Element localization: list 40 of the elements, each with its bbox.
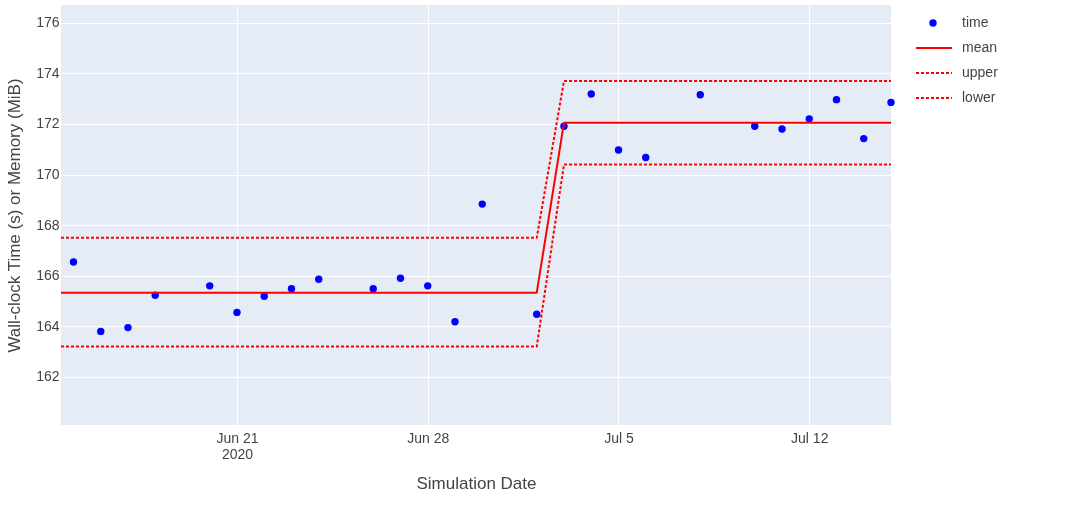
y-tick-label: 170 (36, 166, 60, 183)
point (887, 98, 895, 107)
point (287, 284, 296, 293)
legend-label: time (962, 14, 989, 30)
point (396, 274, 405, 282)
point (614, 146, 623, 154)
point (642, 153, 650, 162)
point (124, 323, 132, 332)
point (778, 125, 786, 133)
point (533, 310, 541, 318)
x-tick-label: Jun 21 2020 (216, 429, 259, 462)
legend-label: upper (962, 64, 999, 80)
x-axis-title: Simulation Date (416, 473, 537, 493)
y-tick-label: 164 (36, 317, 60, 334)
point (587, 90, 595, 98)
point (696, 91, 704, 99)
point (805, 115, 813, 123)
y-tick-label: 172 (36, 115, 60, 132)
legend-label: lower (962, 89, 996, 105)
point (478, 200, 486, 208)
y-tick-label: 176 (36, 14, 60, 31)
point (233, 308, 241, 317)
y-tick-label: 166 (36, 267, 60, 284)
point (206, 282, 214, 290)
point (315, 275, 323, 283)
x-tick-label: Jul 12 (791, 429, 829, 446)
point (424, 282, 432, 290)
point (97, 327, 105, 336)
point (369, 284, 377, 293)
x-tick-label: Jun 28 (407, 429, 450, 446)
point (832, 95, 841, 104)
x-tick-label: Jul 5 (604, 429, 634, 446)
y-axis-title: Wall-clock Time (s) or Memory (MiB) (5, 78, 25, 353)
legend-label: mean (962, 39, 998, 55)
y-tick-label: 168 (36, 216, 60, 233)
point (451, 318, 459, 326)
point (860, 134, 868, 143)
y-tick-label: 162 (36, 368, 60, 385)
point (69, 258, 78, 266)
y-tick-label: 174 (36, 64, 60, 81)
